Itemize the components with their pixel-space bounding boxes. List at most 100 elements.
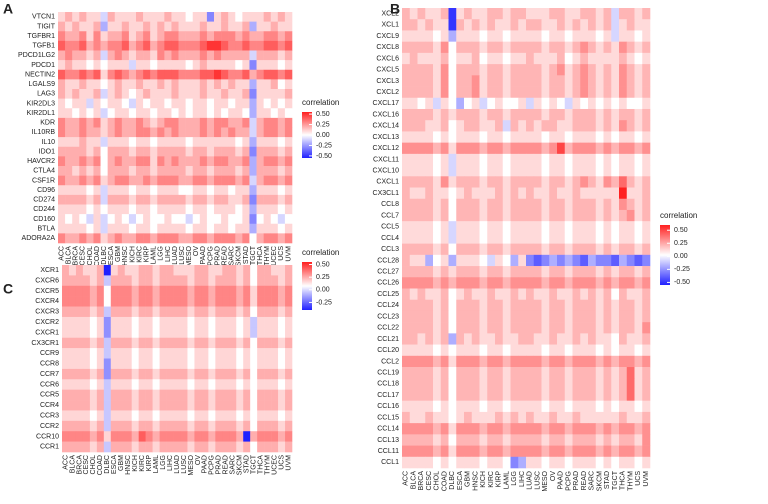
heat-cell [557,288,566,301]
heat-cell [471,221,480,233]
heat-cell [409,367,418,379]
heat-cell [250,420,258,432]
heat-cell [164,79,172,90]
heat-cell [564,400,573,413]
heat-cell [131,327,139,339]
column-label: GBM [115,246,122,262]
heat-cell [86,98,94,109]
heat-cell [588,209,597,222]
heat-cell [107,166,116,176]
heat-cell [185,21,194,32]
heat-cell [58,194,66,205]
heat-cell [58,175,66,186]
heat-cell [214,89,222,99]
heat-cell [250,348,258,359]
heat-cell [495,19,504,31]
heat-cell [285,337,293,349]
heat-cell [626,456,635,469]
heat-cell [588,108,597,121]
heat-cell [243,306,251,318]
heat-cell [541,333,550,345]
heat-cell [510,367,519,379]
heat-cell [588,277,597,289]
heat-cell [124,358,132,370]
heat-cell [235,40,243,51]
heat-cell [526,310,535,323]
heat-cell [164,127,172,138]
heat-cell [595,378,604,390]
heat-cell [221,12,229,22]
column-label: CESC [426,471,433,490]
heat-cell [58,98,66,109]
heat-cell [471,187,480,200]
heat-cell [201,420,209,432]
heat-cell [150,79,158,90]
heat-cell [526,198,535,211]
heat-cell [580,423,589,435]
heat-cell [152,431,160,442]
heat-cell [257,306,265,318]
heat-cell [82,441,91,453]
heat-cell [533,243,542,256]
heat-cell [79,12,87,22]
heat-cell [409,232,418,244]
column-label: PRAD [214,246,221,265]
heat-cell [79,108,87,119]
heat-cell [229,400,237,411]
heat-cell [642,8,651,20]
heat-cell [510,198,519,211]
heat-cell [271,379,279,390]
heat-cell [192,108,201,119]
heat-cell [464,30,473,42]
heat-cell [487,310,496,323]
heat-cell [157,185,165,196]
heat-cell [518,131,527,143]
heat-cell [89,348,98,359]
heat-cell [249,185,257,196]
heat-cell [456,153,465,166]
heat-cell [603,8,612,20]
heat-cell [75,400,84,411]
heat-cell [518,30,527,42]
column-label: CESC [80,246,87,265]
heat-cell [110,441,119,453]
heat-cell [152,306,160,318]
heat-cell [242,156,250,167]
heat-cell [178,146,186,157]
heat-cell [417,434,426,446]
heat-cell [502,52,511,65]
heat-cell [150,127,158,138]
heat-cell [487,221,496,233]
panel-label: C [3,281,13,297]
column-label: UVM [285,455,292,471]
column-label: KICH [480,471,487,488]
heat-cell [425,277,434,289]
heat-cell [236,306,244,318]
column-label: LUAD [527,471,534,490]
heat-cell [58,12,66,22]
heat-cell [634,30,643,42]
heat-cell [425,142,434,155]
heat-cell [221,223,229,234]
heat-cell [236,337,244,349]
heat-cell [157,223,165,234]
heat-cell [65,146,73,157]
column-label: DLBC [104,455,111,474]
heat-cell [114,60,123,71]
heat-cell [603,310,612,323]
heat-cell [271,296,279,307]
heat-cell [214,127,222,138]
heat-cell [611,277,620,289]
heat-cell [222,358,230,370]
heat-cell [100,12,108,22]
heat-cell [187,441,195,453]
heat-cell [564,176,573,188]
heat-cell [518,322,527,334]
heat-cell [242,98,250,109]
heat-cell [433,456,442,469]
heat-cell [75,420,84,432]
heat-cell [159,348,167,359]
heat-cell [68,420,77,432]
row-label: CX3CR1 [31,340,59,347]
heat-cell [526,30,535,42]
